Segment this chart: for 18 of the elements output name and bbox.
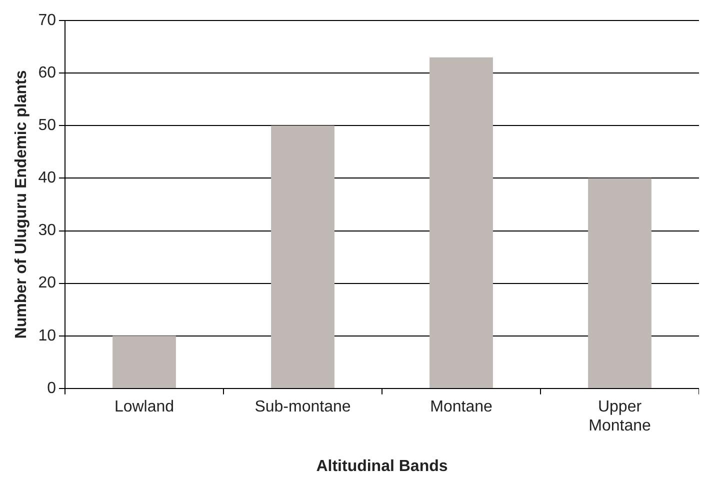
bar bbox=[430, 57, 493, 388]
bar bbox=[588, 178, 652, 388]
x-tick-label: Montane bbox=[430, 398, 492, 416]
y-tick-label: 10 bbox=[38, 327, 56, 344]
y-tick-label: 60 bbox=[38, 64, 56, 82]
y-tick-label: 30 bbox=[38, 222, 56, 240]
y-axis-title: Number of Uluguru Endemic plants bbox=[13, 70, 30, 339]
y-tick-label: 40 bbox=[38, 170, 56, 187]
x-tick-label: Upper Montane bbox=[588, 398, 651, 435]
y-tick-label: 50 bbox=[38, 117, 56, 134]
x-tick-label: Lowland bbox=[114, 398, 174, 416]
bar bbox=[271, 126, 334, 388]
y-tick-label: 0 bbox=[47, 380, 56, 397]
x-tick-label: Sub-montane bbox=[254, 398, 351, 416]
y-tick-label: 70 bbox=[38, 12, 56, 30]
bar bbox=[112, 336, 176, 388]
y-tick-label: 20 bbox=[38, 274, 56, 292]
x-axis-title: Altitudinal Bands bbox=[316, 458, 448, 475]
